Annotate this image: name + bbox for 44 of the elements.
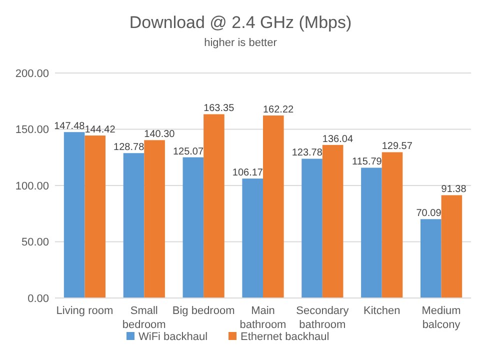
data-label: 147.48 — [54, 121, 86, 132]
bar — [123, 153, 144, 298]
x-tick-label: Medium balcony — [422, 305, 461, 331]
x-tick-label: Big bedroom — [172, 305, 235, 317]
bar — [361, 168, 382, 298]
chart-title: Download @ 2.4 GHz (Mbps) — [129, 13, 352, 32]
data-label: 144.42 — [84, 124, 116, 136]
bar — [242, 178, 263, 298]
bar — [182, 157, 204, 298]
x-tick-label: Small bedroom — [122, 305, 166, 331]
y-tick-label: 50.00 — [21, 236, 49, 249]
bar — [382, 152, 403, 298]
bar — [84, 136, 106, 298]
x-tick-label: Main bathroom — [240, 305, 286, 331]
y-tick-label: 150.00 — [15, 124, 49, 136]
data-label: 128.78 — [114, 142, 145, 154]
x-tick-label: Kitchen — [364, 305, 400, 317]
data-label: 136.04 — [322, 134, 354, 145]
data-label: 140.30 — [144, 129, 176, 140]
bar — [64, 132, 85, 298]
legend-label: Ethernet backhaul — [240, 331, 330, 343]
data-label: 163.35 — [204, 103, 235, 114]
y-tick-label: 200.00 — [15, 68, 49, 80]
data-label: 70.09 — [416, 208, 442, 220]
chart-subtitle: higher is better — [204, 37, 278, 49]
data-label: 115.79 — [352, 156, 382, 168]
data-label: 106.17 — [232, 168, 264, 179]
data-label: 129.57 — [382, 141, 413, 152]
bar — [322, 144, 344, 298]
data-label: 162.22 — [263, 104, 294, 116]
bar — [420, 219, 442, 298]
bar — [441, 195, 462, 298]
y-tick-label: 0.00 — [28, 292, 49, 305]
data-label: 91.38 — [441, 184, 467, 196]
y-tick-label: 100.00 — [15, 180, 49, 192]
bar — [302, 158, 322, 298]
legend-label: WiFi backhaul — [138, 331, 208, 343]
data-label: 125.07 — [172, 146, 204, 158]
x-tick-label: Secondary bathroom — [296, 305, 350, 331]
data-label: 123.78 — [292, 148, 323, 159]
bar — [263, 116, 284, 298]
bar — [144, 140, 165, 298]
x-tick-label: Living room — [56, 305, 114, 317]
bar — [204, 114, 224, 298]
